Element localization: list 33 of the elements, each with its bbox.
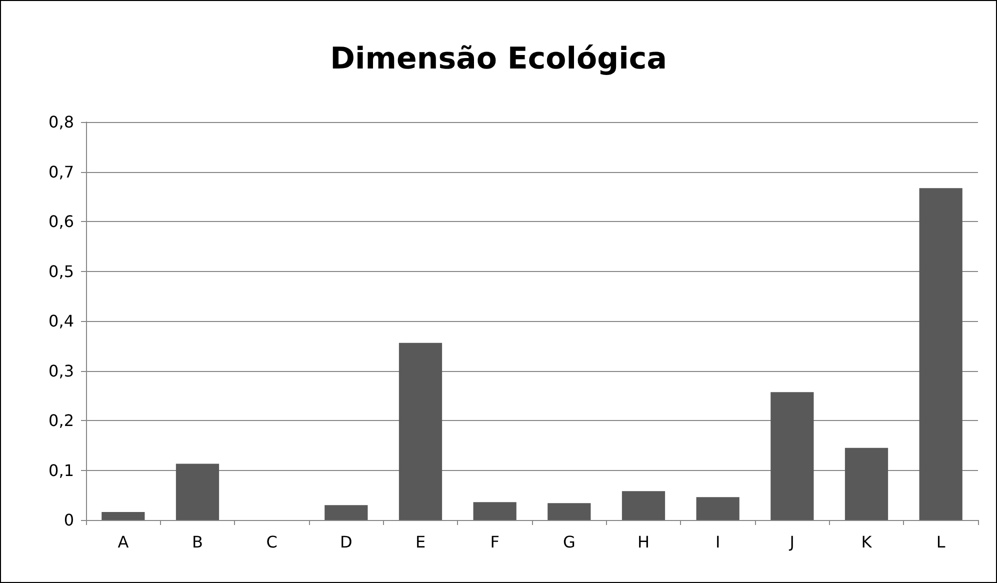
bar bbox=[770, 392, 814, 520]
bar bbox=[919, 188, 962, 520]
x-tick-label: A bbox=[118, 532, 129, 552]
x-tick-label: B bbox=[192, 532, 203, 552]
bar bbox=[548, 503, 591, 520]
y-tick-label: 0 bbox=[64, 510, 74, 530]
y-tick-label: 0,6 bbox=[48, 212, 74, 231]
y-tick-label: 0,1 bbox=[48, 460, 74, 480]
y-tick-label: 0,4 bbox=[48, 312, 74, 330]
bar bbox=[398, 342, 442, 520]
x-tick-label: L bbox=[936, 532, 946, 552]
x-tick-label: J bbox=[788, 532, 795, 552]
y-tick-label: 0,3 bbox=[48, 361, 74, 380]
y-tick-label: 0,7 bbox=[48, 162, 74, 182]
x-tick-label: I bbox=[715, 532, 720, 552]
bar bbox=[696, 497, 740, 520]
bar bbox=[622, 491, 666, 520]
bar bbox=[844, 448, 888, 520]
bar bbox=[324, 505, 368, 520]
y-tick-label: 0,8 bbox=[48, 112, 74, 132]
x-tick-label: E bbox=[415, 532, 426, 552]
x-tick-label: F bbox=[490, 532, 500, 552]
x-tick-label: C bbox=[266, 532, 278, 552]
x-tick-label: K bbox=[861, 532, 872, 552]
x-tick-label: G bbox=[562, 532, 576, 552]
chart-title: Dimensão Ecológica bbox=[330, 42, 667, 76]
x-tick-label: D bbox=[340, 532, 352, 552]
y-tick-label: 0,5 bbox=[48, 262, 74, 281]
bar bbox=[473, 502, 516, 520]
y-tick-label: 0,2 bbox=[48, 411, 74, 430]
bar bbox=[102, 512, 145, 520]
x-tick-label: H bbox=[637, 532, 650, 552]
bar bbox=[176, 464, 220, 520]
